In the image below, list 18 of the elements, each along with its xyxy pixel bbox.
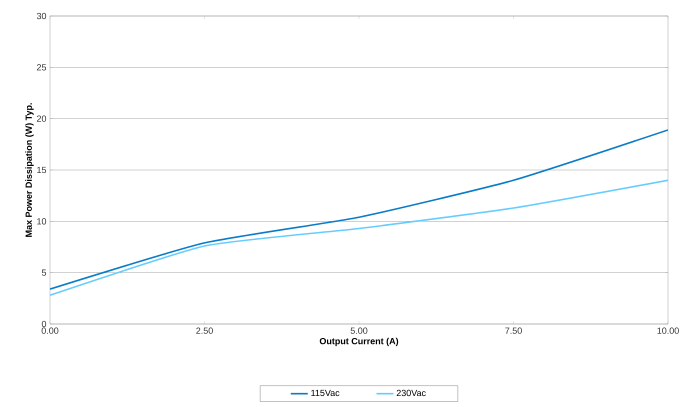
y-tick-label: 0 bbox=[42, 320, 46, 328]
x-tick-label: 10.00 bbox=[657, 328, 679, 334]
line-series bbox=[50, 179, 668, 296]
y-tick-label: 25 bbox=[36, 64, 46, 71]
x-tick-label: 2.50 bbox=[196, 328, 213, 334]
x-tick-label: 5.00 bbox=[350, 328, 368, 334]
y-tick-label: 5 bbox=[42, 270, 46, 276]
y-tick-label: 15 bbox=[37, 166, 46, 174]
legend-label: 230Vac bbox=[396, 390, 426, 396]
y-tick-label: 10 bbox=[37, 218, 46, 225]
x-tick-label: 7.50 bbox=[505, 328, 522, 334]
line-series bbox=[50, 129, 668, 290]
y-tick-label: 20 bbox=[36, 115, 46, 122]
y-axis-title: Max Power Dissipation (W) Typ. bbox=[25, 103, 34, 237]
y-tick-label: 30 bbox=[36, 12, 46, 20]
legend-label: 115Vac bbox=[311, 390, 340, 396]
x-tick-label: 0.00 bbox=[42, 328, 58, 334]
x-axis-title: Output Current (A) bbox=[320, 338, 398, 346]
